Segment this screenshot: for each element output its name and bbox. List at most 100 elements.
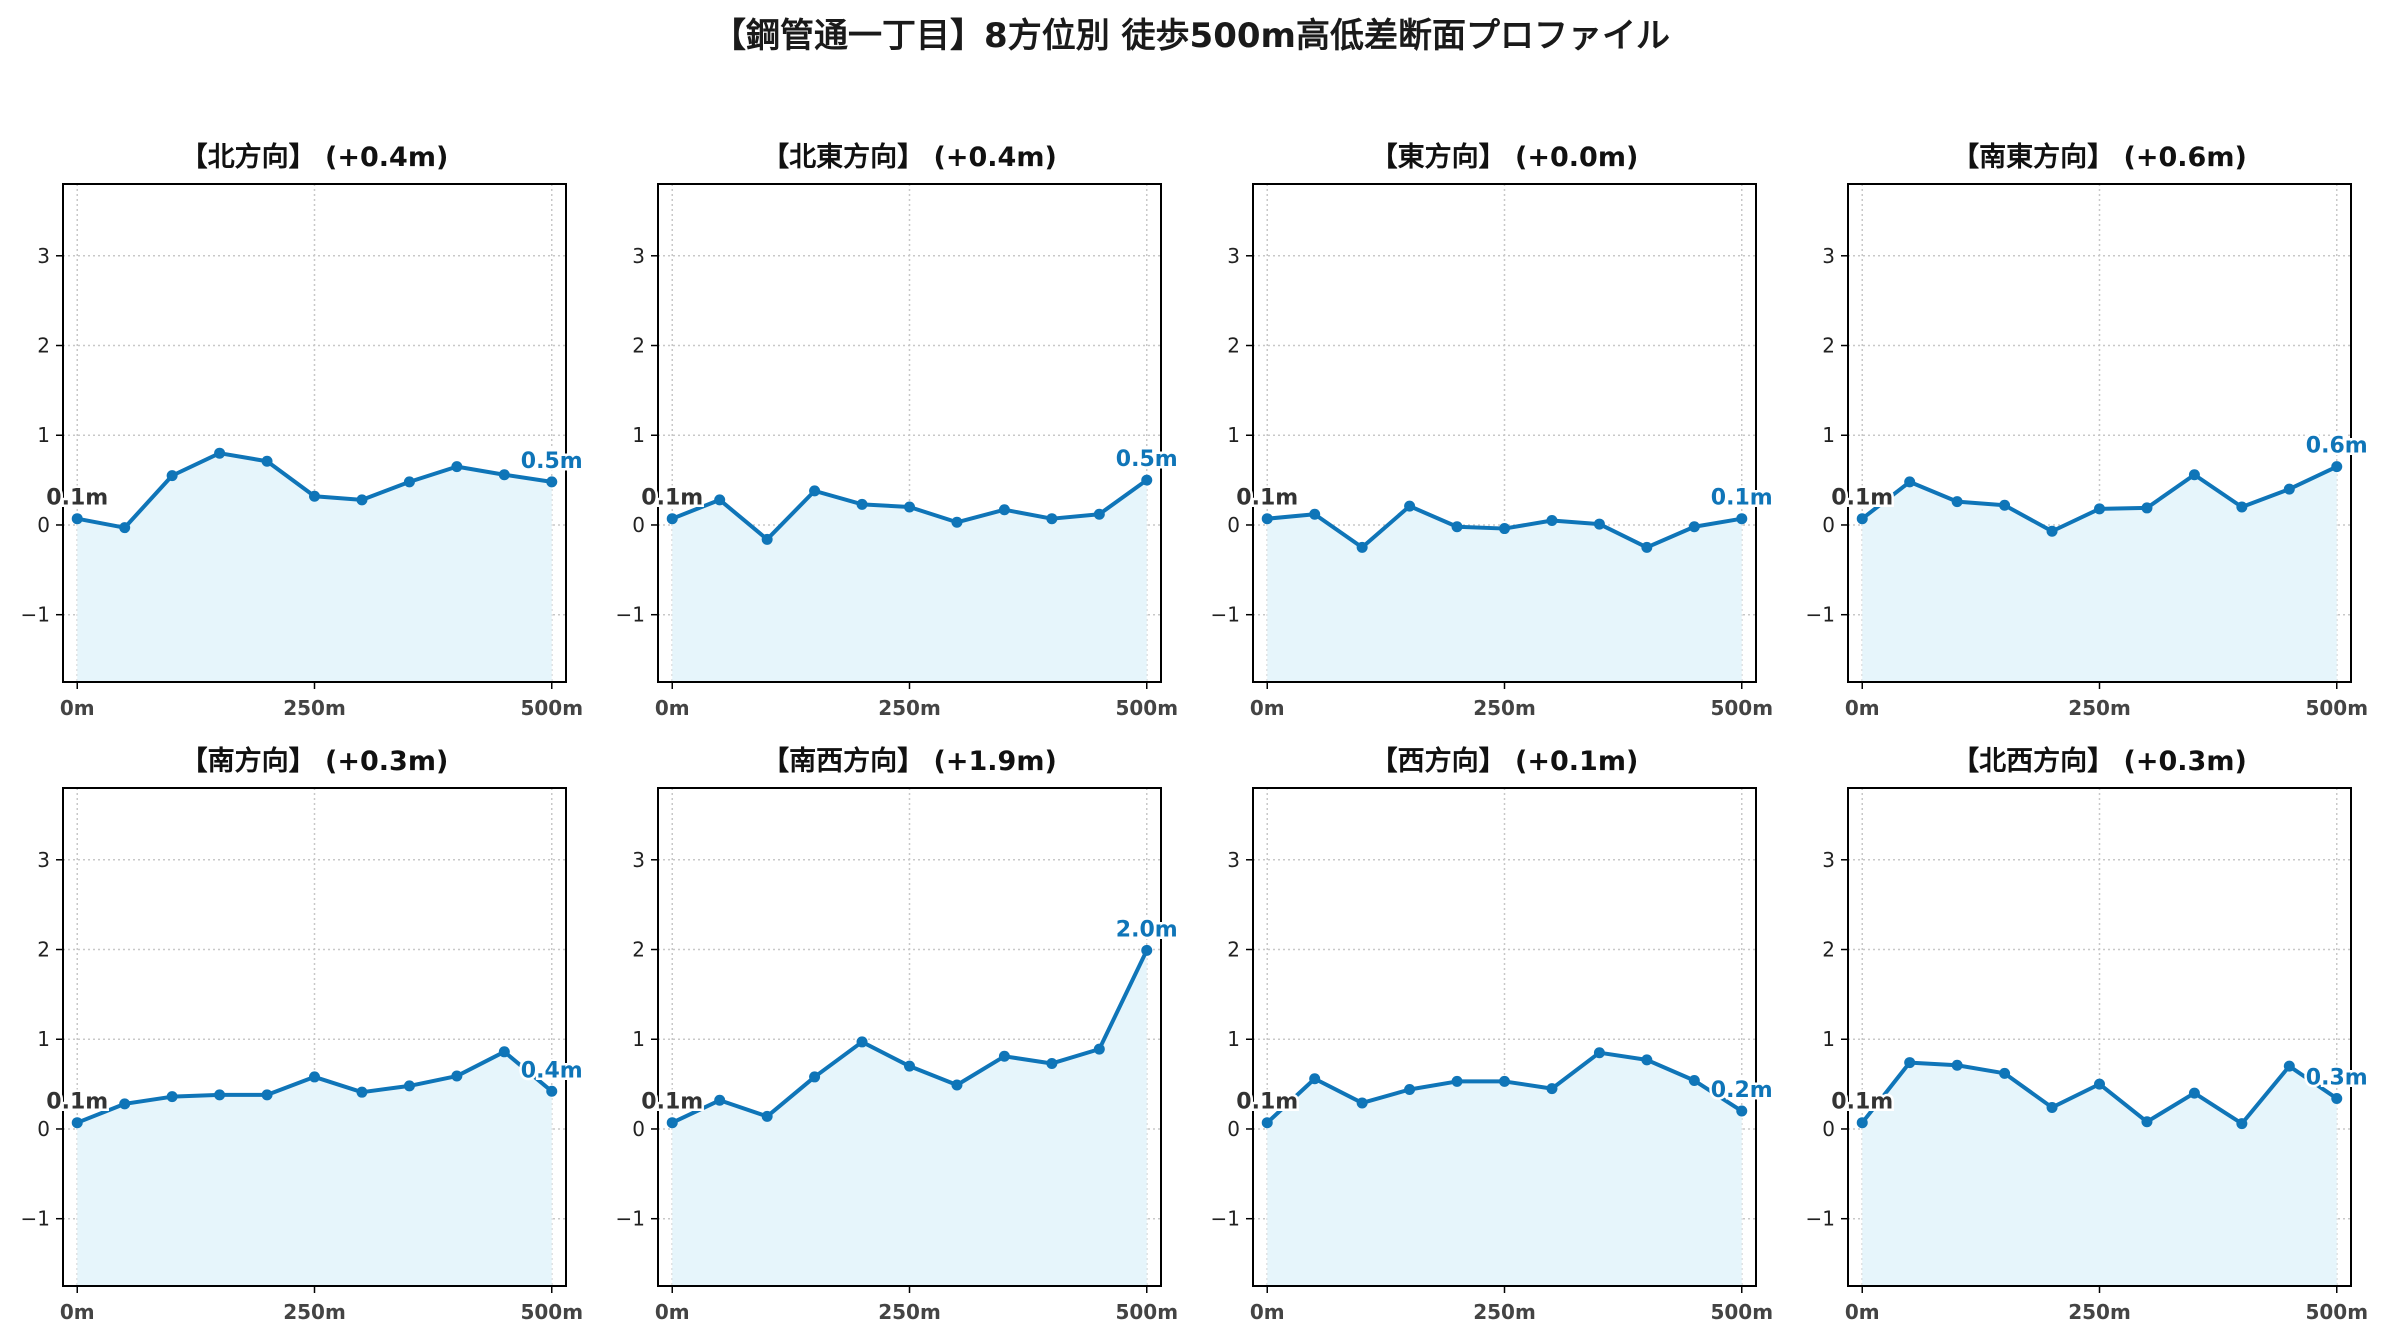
profile-point (2331, 1092, 2343, 1104)
x-tick-label: 500m (2305, 696, 2368, 720)
y-tick-label: 2 (1227, 938, 1240, 962)
subplot-title: 【南方向】 (+0.3m) (181, 745, 449, 777)
profile-point (2046, 525, 2058, 537)
subplot-title: 【東方向】 (+0.0m) (1371, 141, 1639, 173)
profile-point (498, 1046, 510, 1058)
profile-point (904, 501, 915, 513)
start-elevation-label: 0.1m (1831, 1090, 1893, 1115)
profile-point (1688, 521, 1700, 533)
x-tick-label: 500m (1710, 696, 1773, 720)
profile-fill (1267, 506, 1742, 682)
start-elevation-label: 0.1m (46, 486, 108, 511)
y-tick-label: 2 (632, 334, 645, 358)
profile-point (1046, 1057, 1058, 1069)
end-elevation-label: 0.1m (1711, 486, 1773, 511)
x-tick-label: 250m (878, 696, 941, 720)
subplot-1: −1 0 1 2 3 0m 250m 500m 【北方向】 (+0.4m) 0.1m 0.5m (21, 141, 586, 720)
y-tick-label: 3 (632, 244, 645, 268)
profile-point (166, 470, 178, 482)
y-tick-label: −1 (1806, 603, 1835, 627)
y-tick-label: 2 (632, 938, 645, 962)
y-tick-label: 3 (632, 848, 645, 872)
profile-point (761, 533, 773, 545)
profile-point (1999, 1067, 2011, 1079)
end-elevation-label: 2.0m (1116, 917, 1178, 942)
profile-point (904, 1060, 915, 1072)
y-tick-label: 0 (1822, 513, 1835, 537)
profile-point (2141, 1116, 2153, 1128)
profile-point (1141, 474, 1153, 486)
y-tick-label: 1 (1822, 1027, 1835, 1051)
end-elevation-label: 0.4m (521, 1058, 583, 1083)
y-tick-label: −1 (616, 603, 645, 627)
profile-point (2236, 501, 2248, 513)
profile-point (1046, 513, 1058, 525)
profile-point (1546, 1083, 1558, 1095)
y-tick-label: 1 (632, 423, 645, 447)
profile-point (2283, 483, 2295, 495)
profile-point (214, 447, 226, 459)
subplot-4: −1 0 1 2 3 0m 250m 500m 【南東方向】 (+0.6m) 0.1m 0.6m (1806, 141, 2371, 720)
subplot-title: 【南東方向】 (+0.6m) (1952, 141, 2247, 173)
x-tick-label: 0m (1845, 1300, 1880, 1324)
x-tick-label: 500m (1115, 696, 1178, 720)
y-tick-label: 0 (632, 513, 645, 537)
profile-point (1688, 1075, 1700, 1087)
x-tick-label: 500m (1115, 1300, 1178, 1324)
y-tick-label: 0 (632, 1117, 645, 1141)
profile-fill (672, 480, 1147, 682)
x-tick-label: 250m (2068, 1300, 2131, 1324)
profile-point (1309, 1073, 1321, 1085)
profile-point (403, 476, 415, 488)
start-elevation-label: 0.1m (641, 1090, 703, 1115)
y-tick-label: 2 (37, 334, 50, 358)
profile-point (1593, 518, 1605, 530)
y-tick-label: −1 (1211, 1207, 1240, 1231)
y-tick-label: 1 (37, 423, 50, 447)
profile-point (261, 455, 273, 467)
x-tick-label: 0m (1250, 696, 1285, 720)
profile-point (2141, 502, 2153, 514)
y-tick-label: −1 (21, 603, 50, 627)
profile-point (1356, 541, 1368, 553)
x-tick-label: 250m (2068, 696, 2131, 720)
x-tick-label: 250m (283, 1300, 346, 1324)
x-tick-label: 250m (878, 1300, 941, 1324)
profile-point (1641, 541, 1653, 553)
profile-point (1451, 521, 1463, 533)
profile-point (951, 1079, 963, 1091)
x-tick-label: 250m (1473, 696, 1536, 720)
y-tick-label: 3 (37, 848, 50, 872)
y-tick-label: −1 (1806, 1207, 1835, 1231)
profile-point (71, 513, 83, 525)
profile-point (309, 490, 320, 502)
start-elevation-label: 0.1m (46, 1090, 108, 1115)
end-elevation-label: 0.3m (2306, 1065, 2368, 1090)
profile-point (856, 498, 868, 510)
y-tick-label: 1 (632, 1027, 645, 1051)
y-tick-label: 1 (37, 1027, 50, 1051)
profile-point (2283, 1060, 2295, 1072)
end-elevation-label: 0.5m (1116, 447, 1178, 472)
profile-point (2188, 1087, 2200, 1099)
y-tick-label: 3 (1822, 848, 1835, 872)
start-elevation-label: 0.1m (1236, 486, 1298, 511)
profile-point (119, 522, 131, 534)
profile-point (1593, 1047, 1605, 1059)
profile-point (261, 1089, 273, 1101)
subplot-title: 【西方向】 (+0.1m) (1371, 745, 1639, 777)
profile-point (1093, 508, 1105, 520)
start-elevation-label: 0.1m (1831, 486, 1893, 511)
y-tick-label: −1 (1211, 603, 1240, 627)
profile-point (309, 1071, 320, 1083)
profile-point (1093, 1043, 1105, 1055)
start-elevation-label: 0.1m (641, 486, 703, 511)
profile-point (1261, 1117, 1273, 1129)
profile-point (1546, 514, 1558, 526)
profile-point (1999, 499, 2011, 511)
profile-point (451, 461, 463, 473)
profile-point (809, 485, 821, 497)
profile-point (1951, 1059, 1963, 1071)
subplot-5: −1 0 1 2 3 0m 250m 500m 【南方向】 (+0.3m) 0.1m 0.4m (21, 745, 586, 1324)
